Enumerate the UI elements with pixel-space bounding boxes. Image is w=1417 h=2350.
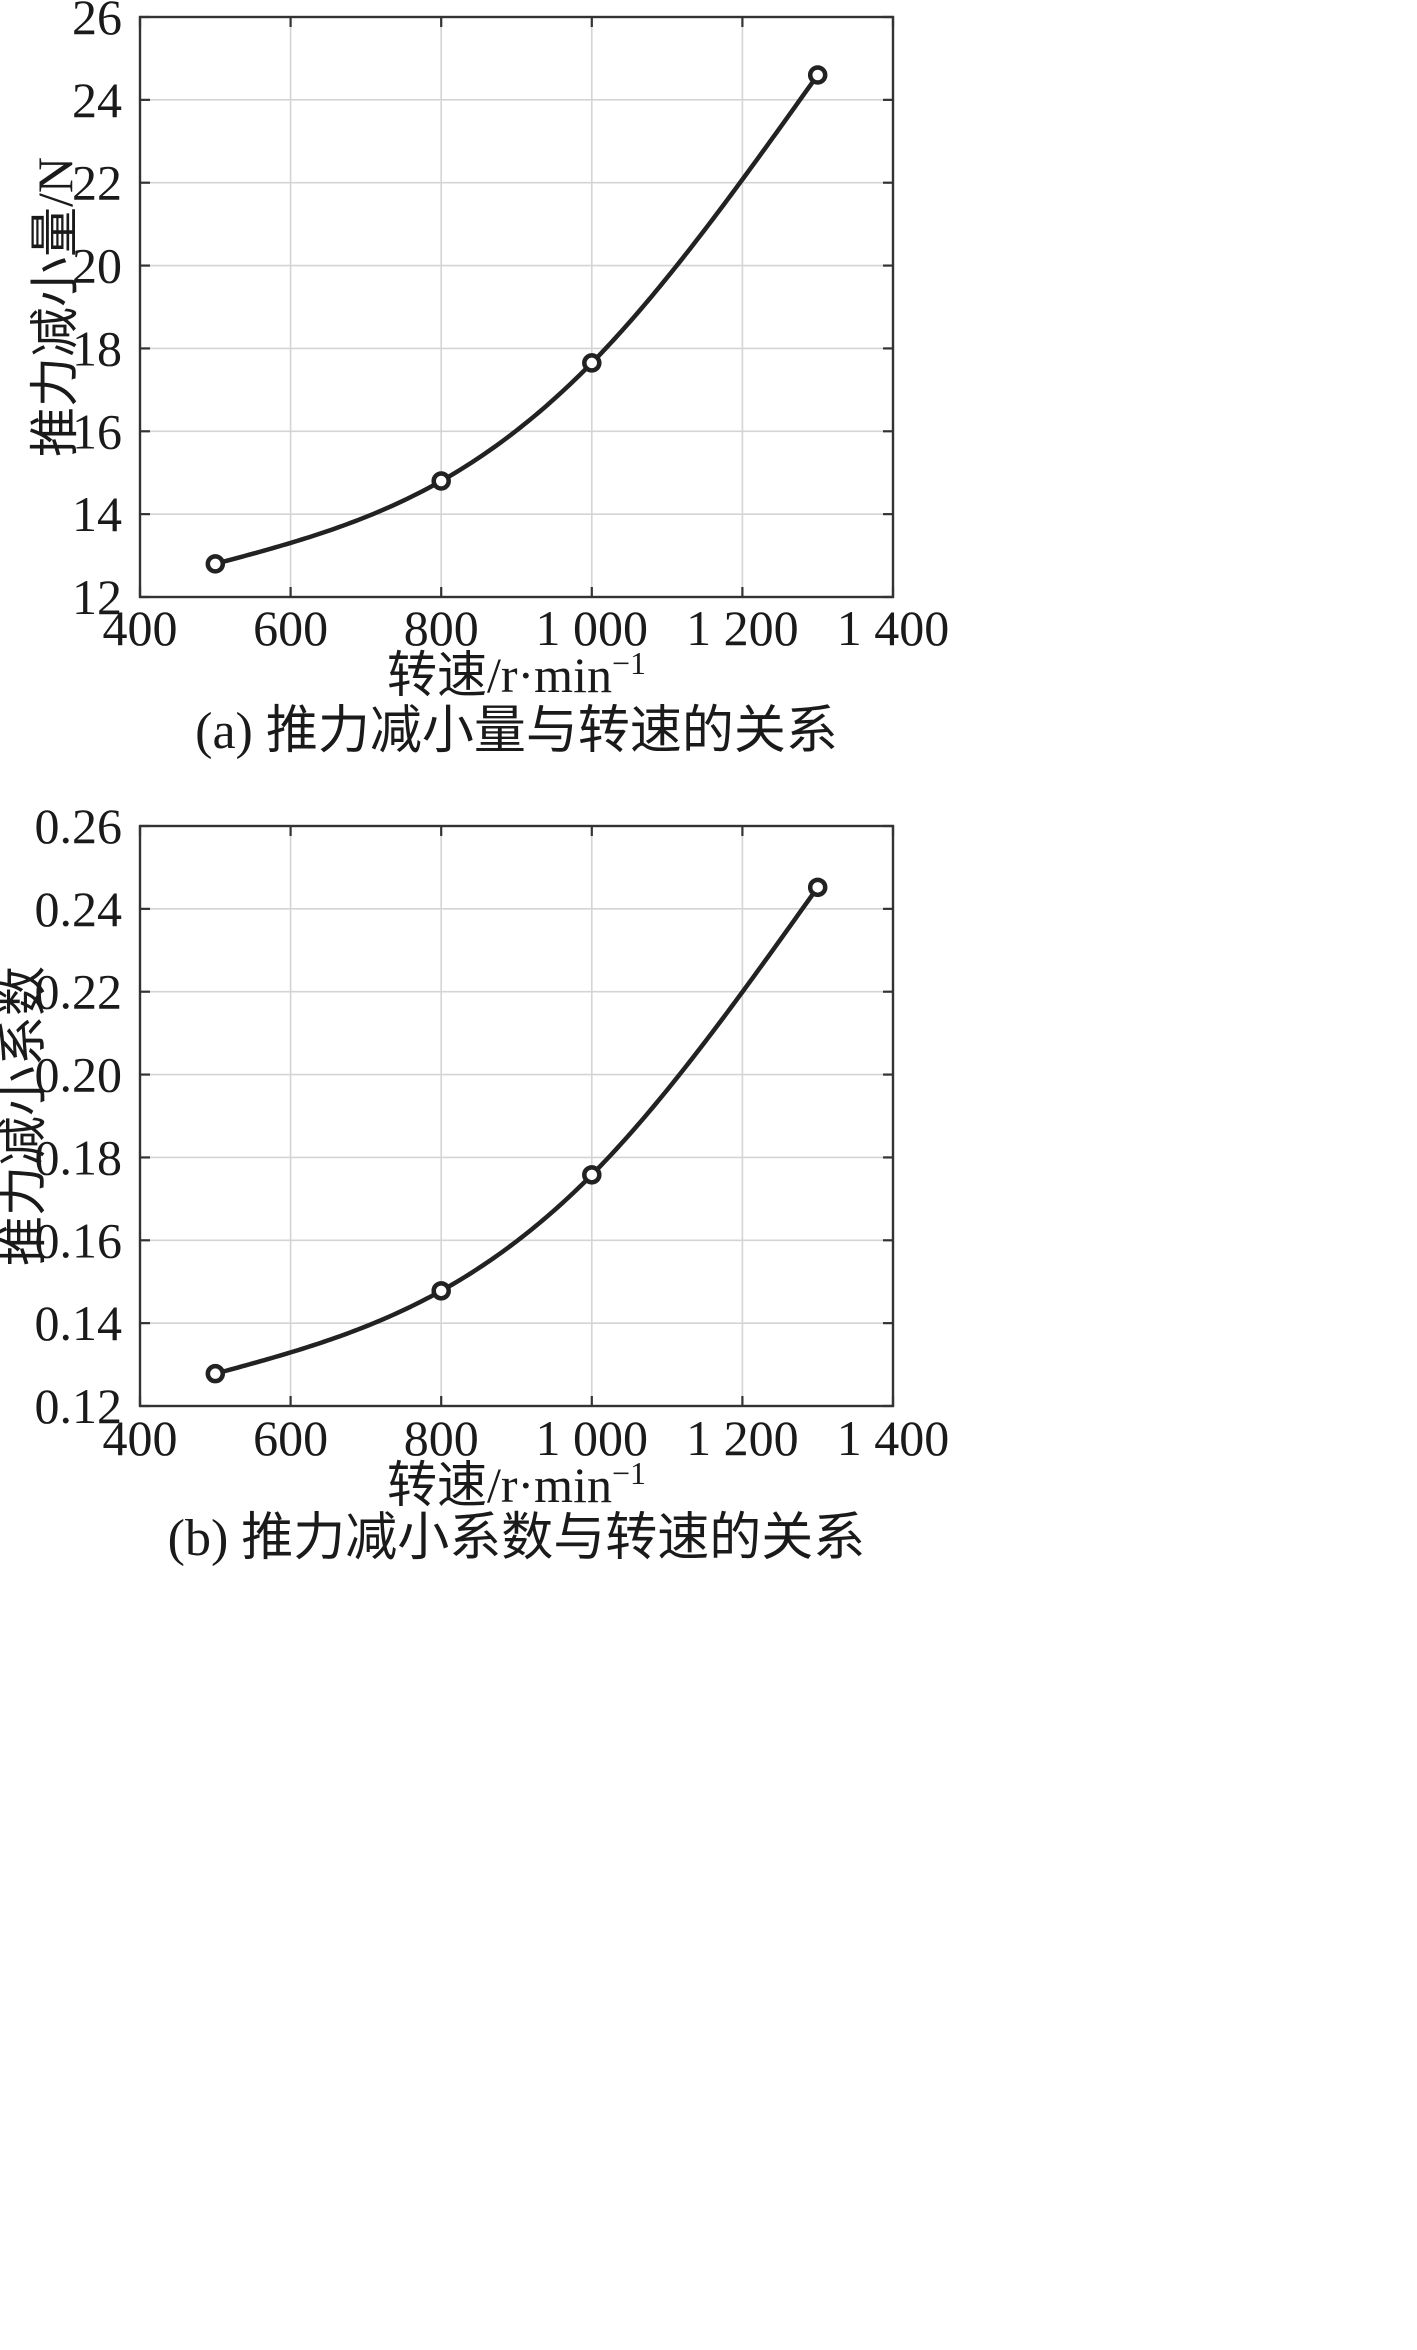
data-point bbox=[205, 554, 226, 574]
x-tick-label: 1 400 bbox=[837, 1410, 950, 1466]
x-tick-label: 1 400 bbox=[837, 600, 950, 656]
plot-frame bbox=[138, 15, 895, 599]
data-point bbox=[431, 1281, 451, 1301]
y-tick-label: 24 bbox=[72, 72, 122, 128]
y-tick-label: 26 bbox=[72, 0, 122, 45]
x-tick-label: 800 bbox=[404, 1410, 479, 1466]
y-tick-label: 12 bbox=[72, 569, 122, 625]
x-axis-label-exponent: −1 bbox=[612, 1455, 646, 1491]
x-tick-label: 1 200 bbox=[686, 1410, 799, 1466]
y-axis-label: 推力减小系数 bbox=[0, 966, 51, 1266]
data-point bbox=[205, 1363, 226, 1384]
x-tick-label: 400 bbox=[103, 600, 178, 656]
series-line bbox=[214, 886, 820, 1376]
chart-caption: (a) 推力减小量与转速的关系 bbox=[195, 703, 838, 760]
chart-a: 400 600 800 1 000 1 200 1 400 12 14 16 18 20 22 24 26… bbox=[27, 0, 949, 760]
y-tick-label: 18 bbox=[72, 320, 122, 376]
x-axis-label: 转速/r·min−1 bbox=[387, 645, 646, 703]
y-tick-label: 0.18 bbox=[35, 1129, 123, 1185]
data-point bbox=[807, 877, 828, 898]
x-axis-label-exponent: −1 bbox=[612, 645, 646, 681]
x-tick-label: 800 bbox=[404, 600, 479, 656]
data-point bbox=[431, 471, 451, 491]
plot-frame bbox=[138, 824, 895, 1408]
chart-b: 400 600 800 1 000 1 200 1 400 0.12 0.14 0.16 0.18… bbox=[0, 798, 949, 1567]
y-tick-label: 0.22 bbox=[35, 964, 123, 1020]
y-tick-label: 0.12 bbox=[35, 1378, 123, 1434]
x-axis-label: 转速/r·min−1 bbox=[387, 1455, 646, 1513]
y-axis-label: 推力减小量/N bbox=[27, 157, 83, 457]
data-point bbox=[582, 1165, 602, 1185]
y-tick-label: 14 bbox=[72, 486, 122, 542]
y-tick-label: 0.16 bbox=[35, 1212, 123, 1268]
data-point bbox=[807, 65, 828, 85]
chart-caption: (b) 推力减小系数与转速的关系 bbox=[168, 1510, 866, 1567]
data-point bbox=[582, 353, 602, 373]
x-axis-label-text: 转速/r·min bbox=[387, 647, 612, 703]
x-tick-label: 400 bbox=[103, 1410, 178, 1466]
x-tick-label: 1 000 bbox=[536, 1410, 649, 1466]
y-tick-label: 16 bbox=[72, 403, 122, 459]
y-tick-label: 0.20 bbox=[35, 1047, 123, 1103]
x-tick-label: 1 000 bbox=[536, 600, 649, 656]
x-tick-label: 600 bbox=[253, 1410, 328, 1466]
y-tick-label: 0.14 bbox=[35, 1295, 123, 1351]
y-tick-label: 0.24 bbox=[35, 881, 123, 937]
x-tick-label: 1 200 bbox=[686, 600, 799, 656]
series-line bbox=[214, 73, 820, 567]
y-tick-label: 22 bbox=[72, 155, 122, 211]
y-tick-label: 0.26 bbox=[35, 798, 123, 854]
x-tick-label: 600 bbox=[253, 600, 328, 656]
x-axis-label-text: 转速/r·min bbox=[387, 1457, 612, 1513]
y-tick-label: 20 bbox=[72, 238, 122, 294]
